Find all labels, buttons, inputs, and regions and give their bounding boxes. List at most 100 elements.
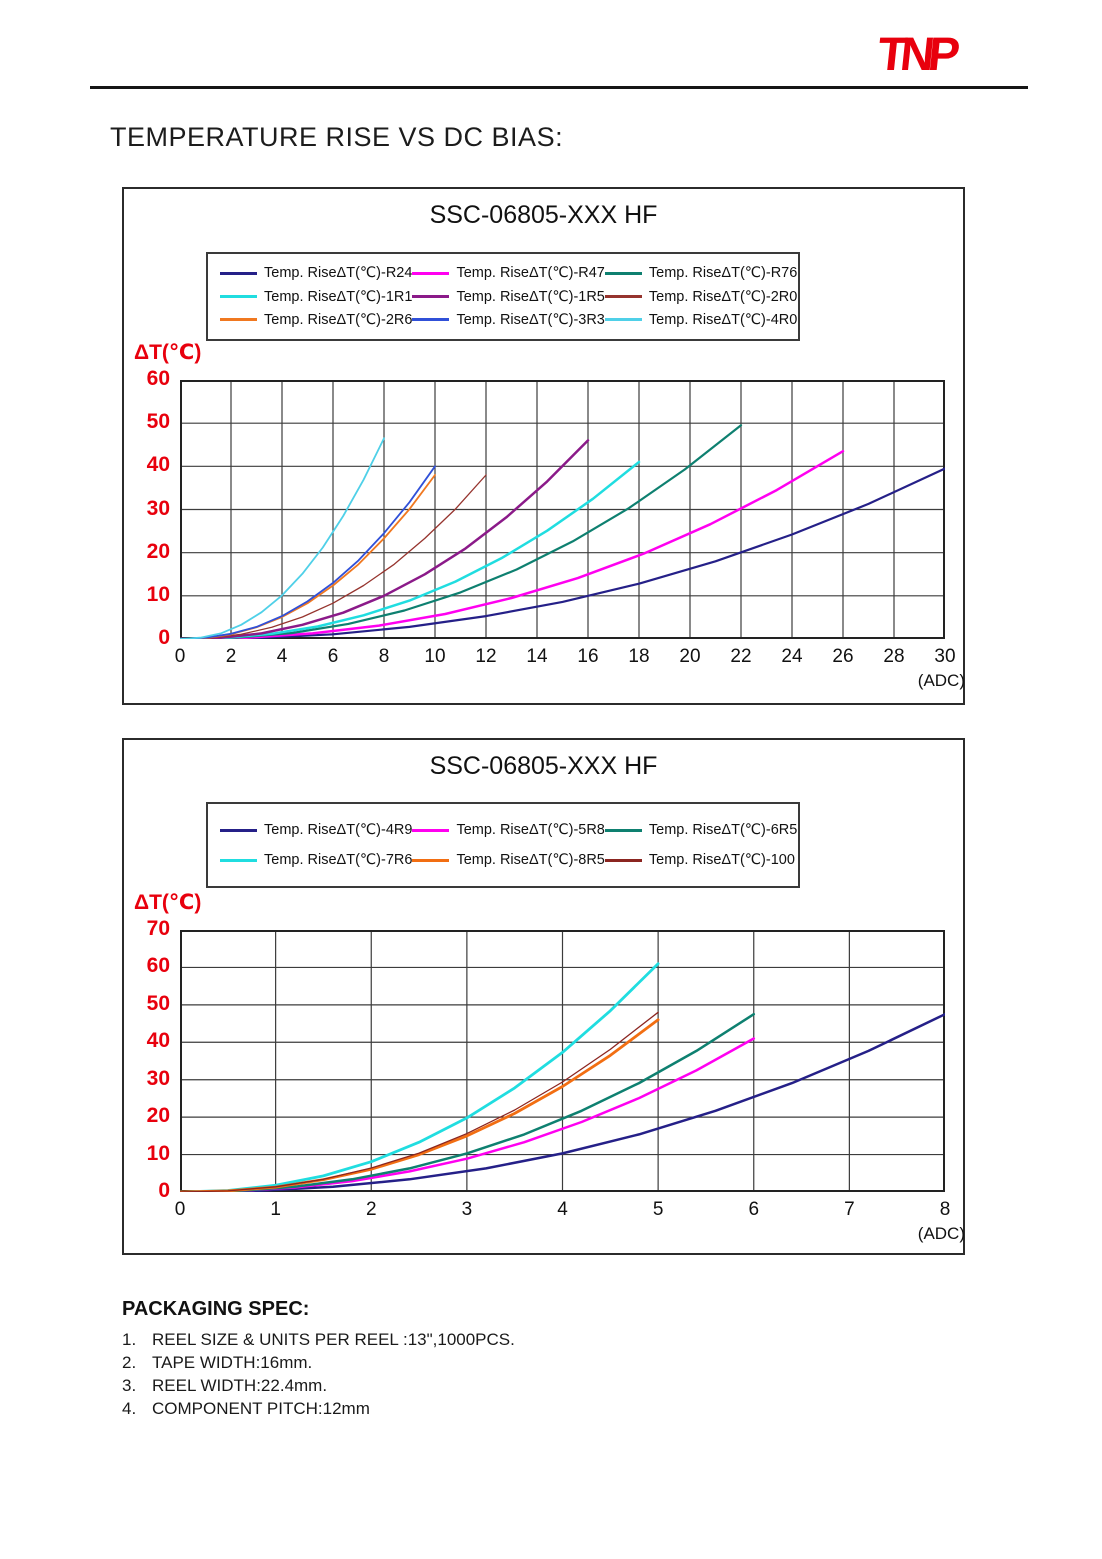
packaging-item: 1. REEL SIZE & UNITS PER REEL :13",1000PC… [122,1328,722,1351]
x-tick-label: 18 [628,646,650,667]
y-tick-label: 60 [146,954,170,978]
x-tick-label: 1 [270,1199,281,1220]
legend-item: Temp. RiseΔT(℃)-1R5 [412,289,605,305]
y-axis-label: ΔT(℃) [134,341,202,364]
y-tick-label: 20 [146,539,170,563]
legend-swatch [604,318,642,322]
series-line [180,449,845,639]
x-tick-label: 30 [934,646,956,667]
legend: Temp. RiseΔT(℃)-R24 Temp. RiseΔT(℃)-R47 Te… [206,252,800,341]
x-tick-label: 24 [781,646,803,667]
x-axis-unit: (ADC) [917,1224,965,1243]
header-rule [90,86,1028,89]
plot-border [180,380,945,639]
legend-swatch [220,295,257,298]
packaging-item-number: 2. [122,1353,137,1372]
y-tick-label: 30 [146,1066,170,1090]
x-tick-label: 5 [652,1199,664,1220]
legend-swatch [220,858,257,862]
y-tick-label: 50 [146,991,170,1015]
x-tick-label: 8 [939,1199,951,1220]
legend-swatch [412,858,450,862]
legend-item: Temp. RiseΔT(℃)-8R5 [412,852,605,868]
legend-item: Temp. RiseΔT(℃)-7R6 [220,852,412,868]
x-tick-label: 16 [577,646,599,667]
legend-item: Temp. RiseΔT(℃)-R24 [220,265,412,281]
chart-title: SSC-06805-XXX HF [429,752,658,780]
y-tick-label: 0 [158,1179,170,1202]
y-axis-label: ΔT(℃) [134,891,202,914]
y-tick-label: 10 [146,582,170,606]
brand-logo: TNP [875,27,957,80]
page-title: TEMPERATURE RISE VS DC BIAS: [110,122,564,152]
series-line [180,439,590,639]
x-tick-label: 22 [730,646,752,667]
packaging-item-number: 3. [122,1376,137,1395]
x-tick-label: 14 [526,646,548,667]
legend-label: Temp. RiseΔT(℃)-3R3 [456,311,605,328]
legend-item: Temp. RiseΔT(℃)-4R9 [220,822,412,838]
legend-item: Temp. RiseΔT(℃)-4R0 [604,311,798,328]
legend-swatch [220,828,257,832]
series-line [180,437,385,639]
packaging-item: 4. COMPONENT PITCH:12mm [122,1397,722,1420]
series-line [180,474,487,639]
packaging-item: 3. REEL WIDTH:22.4mm. [122,1374,722,1397]
legend-label: Temp. RiseΔT(℃)-8R5 [456,852,605,868]
plot-area [180,380,945,639]
legend-label: Temp. RiseΔT(℃)-2R6 [264,311,413,328]
y-tick-label: 20 [146,1104,170,1128]
y-tick-label: 30 [146,496,170,520]
x-tick-label: 20 [679,646,701,667]
legend-item: Temp. RiseΔT(℃)-6R5 [604,822,797,838]
legend: Temp. RiseΔT(℃)-4R9 Temp. RiseΔT(℃)-5R8 Te… [206,802,800,888]
legend-swatch [220,271,257,275]
legend-label: Temp. RiseΔT(℃)-R47 [456,265,605,282]
y-tick-label: 10 [146,1141,170,1165]
x-tick-label: 8 [378,646,390,667]
series-line [180,465,436,639]
x-tick-label: 3 [461,1199,473,1220]
packaging-item-text: COMPONENT PITCH:12mm [152,1399,370,1418]
legend-item: Temp. RiseΔT(℃)-100 [604,852,797,868]
legend-label: Temp. RiseΔT(℃)-1R1 [264,288,413,305]
legend-item: Temp. RiseΔT(℃)-2R0 [604,289,797,305]
x-tick-label: 4 [557,1199,568,1220]
packaging-list: 1. REEL SIZE & UNITS PER REEL :13",1000PC… [122,1328,722,1420]
legend-label: Temp. RiseΔT(℃)-7R6 [264,852,413,868]
series-line [180,962,660,1192]
legend-label: Temp. RiseΔT(℃)-5R8 [456,822,605,838]
x-tick-label: 7 [844,1199,855,1220]
packaging-item-text: REEL SIZE & UNITS PER REEL :13",1000PCS. [152,1330,515,1349]
y-tick-label: 70 [146,917,170,940]
legend-item: Temp. RiseΔT(℃)-5R8 [412,822,605,838]
legend-item: Temp. RiseΔT(℃)-2R6 [220,312,412,328]
y-tick-label: 40 [146,453,170,477]
legend-swatch [412,828,450,832]
legend-swatch [604,828,642,832]
legend-swatch [604,271,642,275]
series-line [180,1012,945,1192]
y-tick-label: 40 [146,1029,170,1053]
legend-item: Temp. RiseΔT(℃)-R47 [412,265,605,282]
x-axis-unit: (ADC) [917,671,965,690]
legend-item: Temp. RiseΔT(℃)-3R3 [412,311,605,328]
x-tick-label: 28 [883,646,905,667]
x-tick-label: 6 [748,1199,760,1220]
y-tick-label: 0 [158,626,170,649]
x-tick-label: 10 [424,646,446,667]
y-tick-label: 60 [146,367,170,390]
legend-swatch [604,858,642,862]
legend-label: Temp. RiseΔT(℃)-4R0 [648,311,798,328]
packaging-item-text: REEL WIDTH:22.4mm. [152,1376,328,1395]
legend-item: Temp. RiseΔT(℃)-1R1 [220,289,412,305]
packaging-item: 2. TAPE WIDTH:16mm. [122,1351,722,1374]
legend-swatch [604,295,642,298]
x-tick-label: 4 [276,646,288,667]
chart-title: SSC-06805-XXX HF [429,201,658,229]
series-line [180,467,945,639]
packaging-heading: PACKAGING SPEC: [122,1298,310,1320]
plot-area [180,930,945,1192]
packaging-item-number: 4. [122,1399,137,1418]
